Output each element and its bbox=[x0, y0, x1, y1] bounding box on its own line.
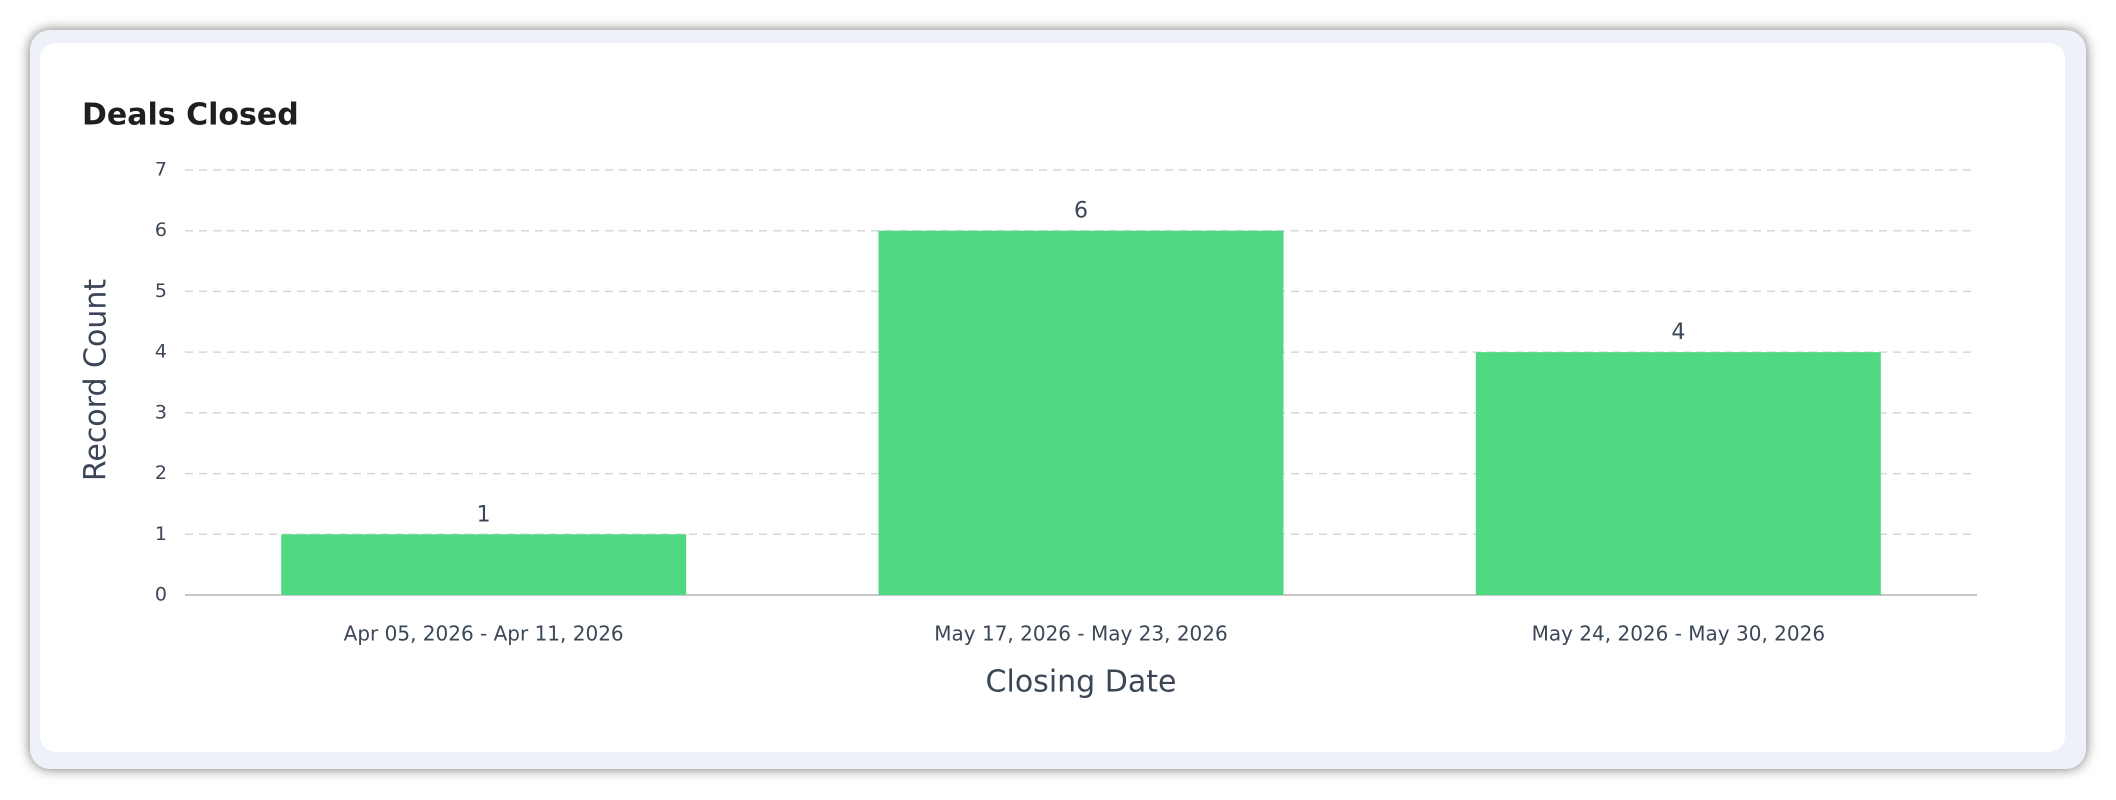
y-tick-label: 5 bbox=[155, 280, 167, 302]
y-tick-label: 3 bbox=[155, 401, 167, 423]
y-axis-title: Record Count bbox=[79, 279, 114, 482]
bar bbox=[1475, 352, 1881, 595]
x-tick-label: May 17, 2026 - May 23, 2026 bbox=[934, 622, 1227, 646]
y-tick-label: 2 bbox=[155, 462, 167, 484]
y-tick-label: 1 bbox=[155, 523, 167, 545]
chart-title: Deals Closed bbox=[82, 98, 299, 133]
y-tick-label: 6 bbox=[155, 219, 167, 241]
y-tick-label: 0 bbox=[155, 584, 167, 606]
y-tick-label: 7 bbox=[155, 159, 167, 181]
data-label: 6 bbox=[1074, 199, 1088, 224]
y-tick-label: 4 bbox=[155, 341, 167, 363]
x-axis-title: Closing Date bbox=[986, 665, 1177, 700]
bar bbox=[878, 230, 1284, 595]
data-label: 1 bbox=[477, 502, 491, 527]
x-tick-label: May 24, 2026 - May 30, 2026 bbox=[1532, 622, 1825, 646]
data-label: 4 bbox=[1671, 320, 1685, 345]
bar bbox=[281, 534, 687, 595]
x-tick-label: Apr 05, 2026 - Apr 11, 2026 bbox=[344, 622, 624, 646]
